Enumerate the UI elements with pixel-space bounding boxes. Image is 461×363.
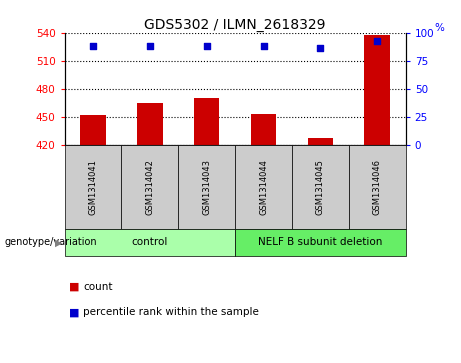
Point bbox=[146, 43, 154, 49]
Bar bbox=[365, 36, 390, 145]
Text: count: count bbox=[83, 282, 112, 292]
Text: GSM1314044: GSM1314044 bbox=[259, 159, 268, 215]
Text: genotype/variation: genotype/variation bbox=[5, 237, 97, 247]
Text: GDS5302 / ILMN_2618329: GDS5302 / ILMN_2618329 bbox=[144, 18, 326, 32]
Text: %: % bbox=[435, 23, 445, 33]
Bar bbox=[251, 114, 276, 145]
Point bbox=[317, 45, 324, 51]
Text: GSM1314046: GSM1314046 bbox=[373, 159, 382, 215]
Bar bbox=[194, 98, 219, 145]
Text: ▶: ▶ bbox=[55, 237, 62, 247]
Point bbox=[260, 43, 267, 49]
Text: percentile rank within the sample: percentile rank within the sample bbox=[83, 307, 259, 317]
Bar bbox=[307, 138, 333, 145]
Text: GSM1314045: GSM1314045 bbox=[316, 159, 325, 215]
Text: GSM1314042: GSM1314042 bbox=[145, 159, 154, 215]
Text: control: control bbox=[132, 237, 168, 247]
Bar bbox=[80, 115, 106, 145]
Text: ■: ■ bbox=[69, 282, 80, 292]
Text: GSM1314043: GSM1314043 bbox=[202, 159, 211, 215]
Text: GSM1314041: GSM1314041 bbox=[89, 159, 97, 215]
Point bbox=[373, 38, 381, 44]
Text: ■: ■ bbox=[69, 307, 80, 317]
Text: NELF B subunit deletion: NELF B subunit deletion bbox=[258, 237, 383, 247]
Bar bbox=[137, 103, 163, 145]
Point bbox=[203, 43, 210, 49]
Point bbox=[89, 43, 97, 49]
